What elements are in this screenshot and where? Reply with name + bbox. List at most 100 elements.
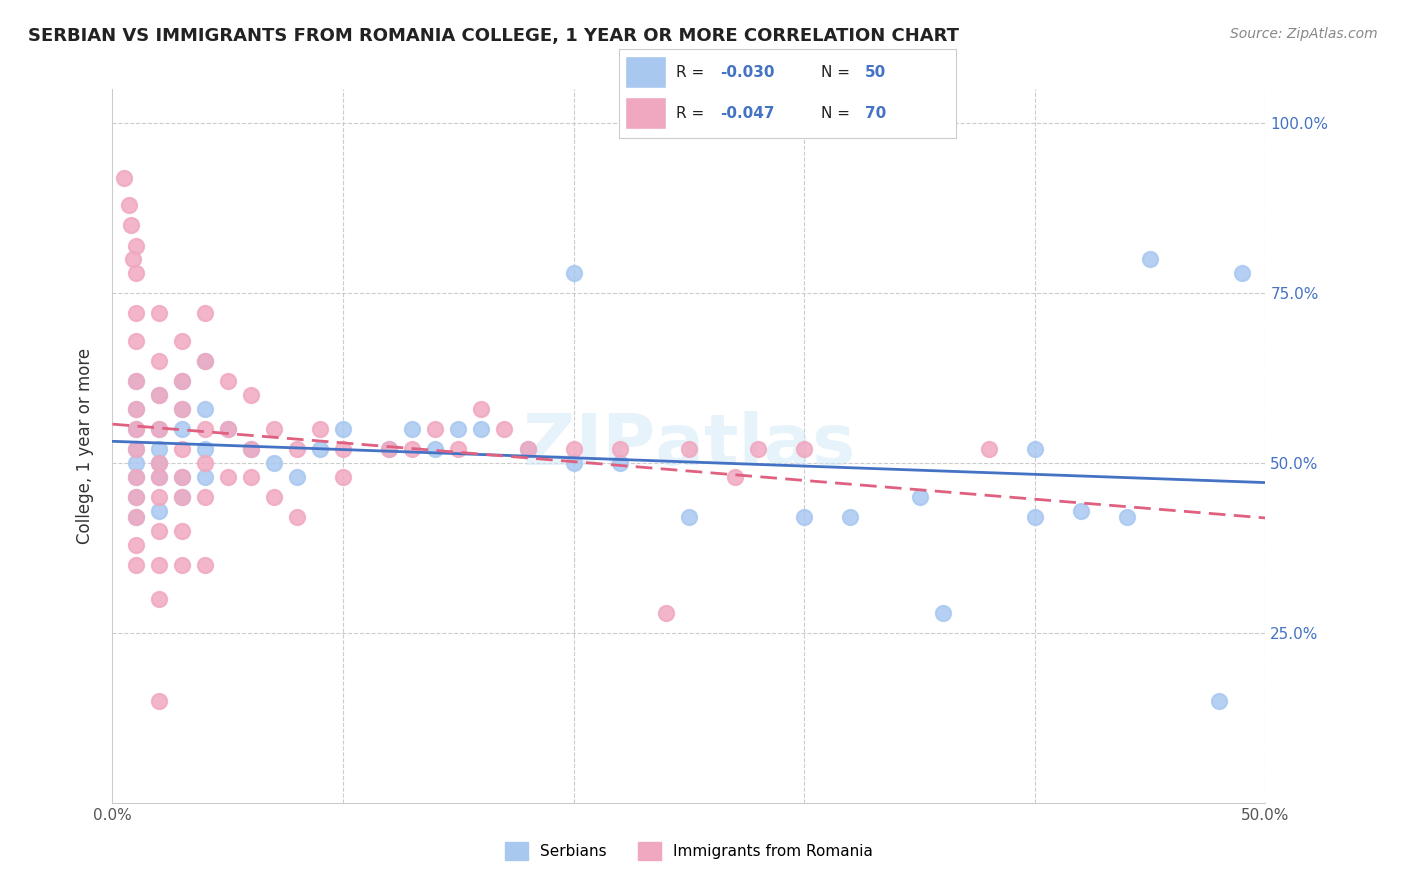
Point — [1024, 442, 1046, 457]
Point — [148, 503, 170, 517]
Point — [112, 170, 135, 185]
Point — [285, 469, 308, 483]
Point — [678, 510, 700, 524]
Point — [148, 591, 170, 606]
Point — [562, 442, 585, 457]
Point — [148, 422, 170, 436]
Point — [1024, 510, 1046, 524]
Point — [263, 490, 285, 504]
FancyBboxPatch shape — [626, 97, 666, 129]
Point — [124, 490, 146, 504]
Point — [124, 422, 146, 436]
Point — [194, 558, 217, 572]
Point — [332, 422, 354, 436]
Point — [194, 469, 217, 483]
Point — [724, 469, 747, 483]
Point — [124, 490, 146, 504]
Point — [148, 388, 170, 402]
Point — [263, 422, 285, 436]
Point — [148, 354, 170, 368]
Point — [309, 422, 332, 436]
Point — [401, 422, 423, 436]
Point — [285, 442, 308, 457]
Point — [124, 456, 146, 470]
Text: SERBIAN VS IMMIGRANTS FROM ROMANIA COLLEGE, 1 YEAR OR MORE CORRELATION CHART: SERBIAN VS IMMIGRANTS FROM ROMANIA COLLE… — [28, 27, 959, 45]
Point — [194, 456, 217, 470]
Point — [124, 469, 146, 483]
Point — [194, 422, 217, 436]
Point — [124, 266, 146, 280]
Point — [124, 537, 146, 551]
Point — [148, 456, 170, 470]
Point — [332, 469, 354, 483]
Legend: Serbians, Immigrants from Romania: Serbians, Immigrants from Romania — [499, 836, 879, 866]
Point — [378, 442, 401, 457]
Point — [170, 375, 193, 389]
Point — [124, 558, 146, 572]
Point — [401, 442, 423, 457]
Point — [977, 442, 1000, 457]
Point — [170, 442, 193, 457]
Point — [148, 490, 170, 504]
Point — [1139, 252, 1161, 266]
Point — [839, 510, 862, 524]
Point — [516, 442, 538, 457]
Point — [148, 442, 170, 457]
Text: ZIP​atlas: ZIP​atlas — [523, 411, 855, 481]
Point — [170, 401, 193, 416]
Point — [1070, 503, 1092, 517]
Point — [678, 442, 700, 457]
Point — [793, 510, 815, 524]
Point — [117, 198, 139, 212]
Point — [170, 524, 193, 538]
Point — [470, 401, 492, 416]
Point — [793, 442, 815, 457]
Point — [494, 422, 516, 436]
Point — [309, 442, 332, 457]
Point — [1232, 266, 1254, 280]
Point — [170, 490, 193, 504]
Point — [124, 510, 146, 524]
Point — [194, 490, 217, 504]
Text: 50: 50 — [865, 65, 886, 79]
Point — [239, 442, 262, 457]
Point — [122, 252, 145, 266]
Point — [194, 354, 217, 368]
Point — [562, 266, 585, 280]
Point — [609, 442, 631, 457]
Point — [170, 422, 193, 436]
Point — [609, 456, 631, 470]
Point — [332, 442, 354, 457]
Y-axis label: College, 1 year or more: College, 1 year or more — [76, 348, 94, 544]
Text: -0.047: -0.047 — [720, 106, 775, 120]
Point — [1116, 510, 1139, 524]
Point — [170, 469, 193, 483]
Point — [378, 442, 401, 457]
Point — [170, 334, 193, 348]
Point — [425, 422, 447, 436]
Point — [1208, 694, 1230, 708]
Point — [124, 334, 146, 348]
Point — [217, 469, 239, 483]
Point — [170, 469, 193, 483]
Point — [239, 388, 262, 402]
Point — [655, 606, 678, 620]
Point — [148, 694, 170, 708]
Point — [124, 442, 146, 457]
Point — [194, 401, 217, 416]
Point — [170, 401, 193, 416]
Point — [470, 422, 492, 436]
Text: Source: ZipAtlas.com: Source: ZipAtlas.com — [1230, 27, 1378, 41]
Point — [217, 422, 239, 436]
Text: R =: R = — [676, 65, 709, 79]
Point — [170, 375, 193, 389]
Point — [447, 442, 470, 457]
Point — [194, 306, 217, 320]
Point — [120, 218, 142, 232]
Point — [148, 524, 170, 538]
Point — [170, 490, 193, 504]
Point — [239, 442, 262, 457]
Point — [285, 510, 308, 524]
Text: N =: N = — [821, 106, 855, 120]
Point — [908, 490, 931, 504]
